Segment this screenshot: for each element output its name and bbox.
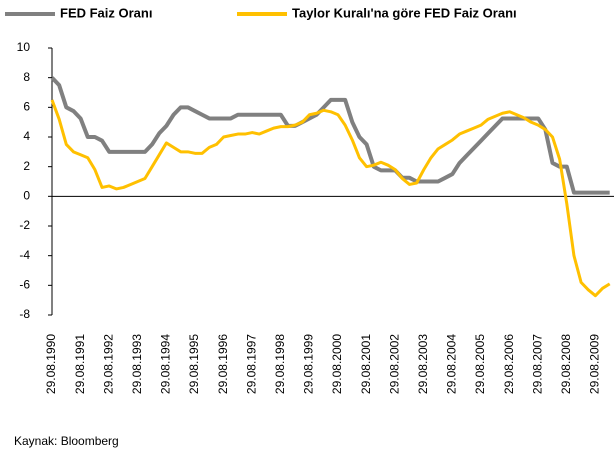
x-tick-label: 29.08.2002 <box>387 334 401 394</box>
y-tick-label: 2 <box>23 159 30 173</box>
x-tick-label: 29.08.1993 <box>130 334 144 394</box>
x-tick-label: 29.08.2009 <box>588 334 602 394</box>
series-line <box>50 99 611 298</box>
y-tick-label: -4 <box>19 248 30 262</box>
y-tick-label: 4 <box>23 129 30 143</box>
y-tick-label: 6 <box>23 100 30 114</box>
series-line <box>50 76 610 195</box>
y-tick-label: -6 <box>19 278 30 292</box>
x-tick-label: 29.08.1992 <box>101 334 115 394</box>
x-tick-label: 29.08.2007 <box>530 334 544 394</box>
x-tick-label: 29.08.1995 <box>187 334 201 394</box>
source: Kaynak: Bloomberg <box>14 434 119 448</box>
x-tick-label: 29.08.1991 <box>73 334 87 394</box>
x-tick-label: 29.08.2001 <box>359 334 373 394</box>
x-tick-label: 29.08.2006 <box>502 334 516 394</box>
x-tick-label: 29.08.1999 <box>302 334 316 394</box>
x-tick-label: 29.08.2005 <box>473 334 487 394</box>
x-tick-label: 29.08.2008 <box>559 334 573 394</box>
y-tick-label: 0 <box>23 189 30 203</box>
x-tick-label: 29.08.1997 <box>244 334 258 394</box>
x-tick-label: 29.08.1998 <box>273 334 287 394</box>
y-tick-label: 8 <box>23 70 30 84</box>
y-tick-label: -8 <box>19 307 30 321</box>
x-tick-label: 29.08.1996 <box>216 334 230 394</box>
x-tick-label: 29.08.1994 <box>159 334 173 394</box>
y-tick-label: -2 <box>19 218 30 232</box>
x-tick-label: 29.08.2000 <box>330 334 344 394</box>
legend-label: Taylor Kuralı'na göre FED Faiz Oranı <box>292 5 517 20</box>
y-tick-label: 10 <box>17 40 31 54</box>
x-tick-label: 29.08.2004 <box>445 334 459 394</box>
x-tick-label: 29.08.1990 <box>44 334 58 394</box>
x-tick-label: 29.08.2003 <box>416 334 430 394</box>
legend-label: FED Faiz Oranı <box>60 5 152 20</box>
